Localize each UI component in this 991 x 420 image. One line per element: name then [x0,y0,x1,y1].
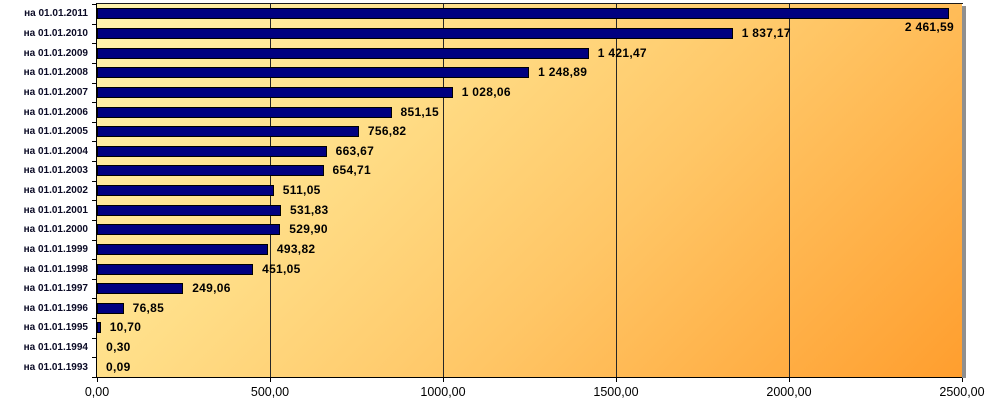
value-label: 529,90 [289,222,328,237]
y-axis-tick-mark [92,298,97,299]
value-label: 851,15 [400,104,440,119]
value-label: 0,30 [106,340,131,355]
x-axis-tick-mark [443,378,444,382]
y-axis-tick-mark [92,122,97,123]
bar [97,106,392,118]
value-label: 249,06 [192,281,231,296]
y-axis-label: на 01.01.2003 [23,165,88,177]
bar [97,165,324,177]
bar [97,47,589,59]
bar [97,263,254,275]
plot-area: 2 461,59 1 837,17 1 421,47 1 248,89 1 028,06… [97,4,962,377]
bar [97,67,530,79]
y-axis-label: на 01.01.2010 [23,27,88,39]
y-axis-tick-mark [92,102,97,103]
value-label: 1 028,06 [461,84,511,99]
y-axis-label: на 01.01.2004 [23,145,88,157]
y-axis-tick-mark [92,161,97,162]
value-label: 1 837,17 [741,25,791,40]
bar [97,302,124,314]
value-label: 10,70 [109,320,142,335]
x-axis-tick-label: 2500,00 [939,385,985,399]
y-axis-label: на 01.01.2001 [23,204,88,216]
gridline [443,4,444,377]
y-axis-label: на 01.01.1994 [23,342,88,354]
x-axis-tick-label: 0,00 [84,385,110,399]
y-axis-tick-mark [92,200,97,201]
y-axis-tick-mark [92,220,97,221]
x-axis [96,377,966,378]
x-axis-tick-mark [97,378,98,382]
value-label: 531,83 [290,202,329,217]
y-axis-label: на 01.01.1999 [23,243,88,255]
y-axis-tick-mark [92,279,97,280]
y-axis-label: на 01.01.1997 [23,283,88,295]
bar [97,145,327,157]
value-label: 2 461,59 [904,20,954,35]
y-axis-tick-mark [92,43,97,44]
value-label: 663,67 [335,143,375,158]
y-axis-tick-mark [92,4,97,5]
y-axis-tick-mark [92,357,97,358]
x-axis-tick-label: 1500,00 [593,385,639,399]
plot-border-top [96,3,963,4]
bar [97,224,281,236]
bar [97,283,184,295]
y-axis-tick-mark [92,63,97,64]
value-label: 76,85 [132,300,165,315]
value-label: 0,09 [106,359,131,374]
x-axis-tick-mark [962,378,963,382]
bar [97,8,949,20]
y-axis-tick-mark [92,240,97,241]
y-axis-tick-mark [92,181,97,182]
y-axis-tick-mark [92,141,97,142]
bar [97,322,101,334]
y-axis-label: на 01.01.1996 [23,302,88,314]
y-axis-label: на 01.01.2002 [23,185,88,196]
y-axis-label: на 01.01.2008 [23,67,88,79]
y-axis-tick-mark [92,377,97,378]
y-axis-tick-mark [92,24,97,25]
value-label: 493,82 [276,241,316,256]
value-label: 1 421,47 [597,45,647,60]
y-axis-tick-mark [92,259,97,260]
x-axis-tick-mark [270,378,271,382]
plot-border-right [962,6,966,378]
y-axis-label: на 01.01.1995 [23,322,88,334]
y-axis-label: на 01.01.2000 [23,224,88,236]
x-axis-tick-label: 1000,00 [420,385,466,399]
value-label: 511,05 [282,183,321,197]
y-axis-label: на 01.01.2011 [24,8,88,20]
y-axis-tick-mark [92,318,97,319]
bar [97,86,453,98]
value-label: 451,05 [262,261,301,276]
y-axis-label: на 01.01.2006 [23,106,88,118]
bar [97,185,274,196]
y-axis-tick-mark [92,338,97,339]
y-axis-label: на 01.01.2007 [23,86,88,98]
y-axis-label: на 01.01.2009 [23,47,88,59]
y-axis [96,3,97,378]
x-axis-tick-label: 2000,00 [766,385,812,399]
gridline [789,4,790,377]
gridline [616,4,617,377]
x-axis-tick-label: 500,00 [250,385,290,399]
bar [97,204,281,216]
y-axis-label: на 01.01.1993 [23,361,88,373]
bar [97,126,359,138]
y-axis-label: на 01.01.1998 [23,263,88,275]
x-axis-tick-mark [789,378,790,382]
y-axis-tick-mark [92,83,97,84]
bar [97,27,733,39]
y-axis-label: на 01.01.2005 [23,126,88,138]
x-axis-tick-mark [616,378,617,382]
value-label: 756,82 [367,124,407,139]
value-label: 1 248,89 [538,65,588,80]
value-label: 654,71 [332,163,372,178]
bar [97,243,268,255]
